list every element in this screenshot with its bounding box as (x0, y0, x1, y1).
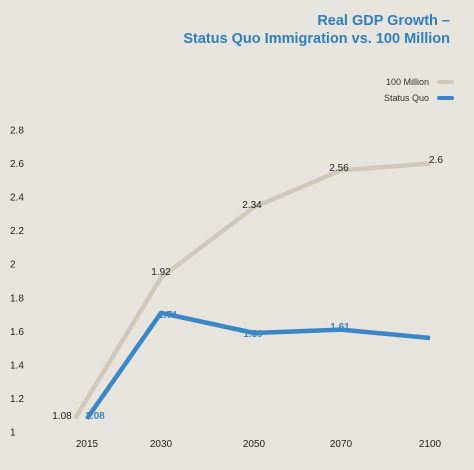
x-tick-label: 2100 (419, 439, 442, 450)
series-line-status-quo (85, 310, 431, 420)
y-tick-label: 1.2 (10, 394, 24, 405)
data-label: 2.6 (429, 155, 443, 166)
data-label: 1.61 (330, 322, 350, 333)
y-tick-label: 1.8 (10, 293, 24, 304)
y-tick-label: 1.6 (10, 327, 24, 338)
chart-title-line-1: Real GDP Growth – (317, 13, 450, 29)
y-tick-label: 2.2 (10, 226, 24, 237)
data-label: 2.56 (329, 163, 349, 174)
data-label: 1.08 (52, 411, 72, 422)
chart-title: Real GDP Growth – Status Quo Immigration… (183, 12, 450, 48)
data-label: 2.34 (242, 200, 262, 211)
y-tick-label: 2.4 (10, 193, 24, 204)
x-tick-label: 2070 (330, 439, 353, 450)
series-line-100-million (73, 161, 431, 420)
y-tick-label: 2.8 (10, 126, 24, 137)
y-tick-label: 2.6 (10, 159, 24, 170)
chart-title-line-2: Status Quo Immigration vs. 100 Million (183, 31, 450, 47)
y-tick-label: 1.4 (10, 360, 24, 371)
data-label: 1.59 (243, 329, 263, 340)
x-tick-label: 2030 (150, 439, 173, 450)
x-tick-label: 2015 (76, 439, 99, 450)
y-tick-label: 2 (10, 260, 16, 271)
x-tick-label: 2050 (243, 439, 266, 450)
data-label: 1.08 (85, 411, 105, 422)
data-label: 1.71 (158, 310, 178, 321)
data-label: 1.92 (151, 267, 171, 278)
y-tick-label: 1 (10, 428, 16, 439)
